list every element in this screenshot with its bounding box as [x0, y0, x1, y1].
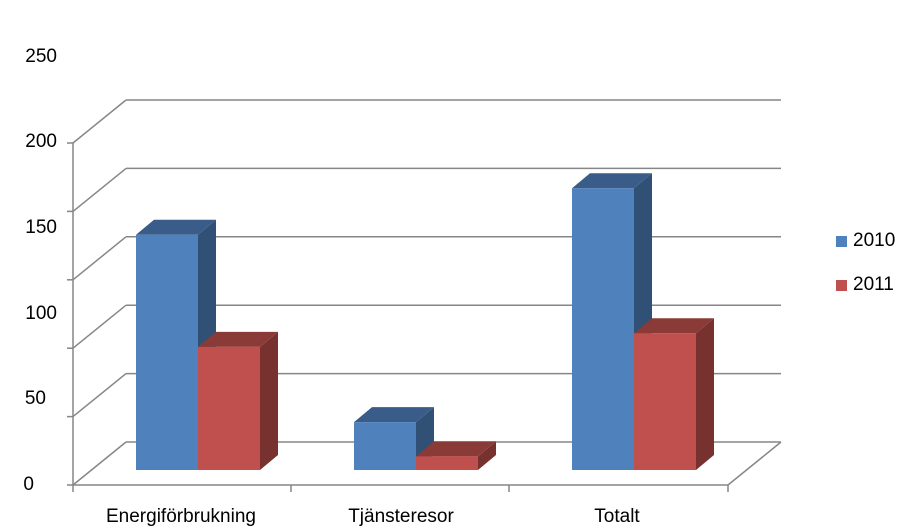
bar-top — [136, 219, 216, 235]
gridline-side — [72, 304, 127, 349]
x-category-label: Totalt — [594, 506, 640, 527]
gridline-side — [72, 236, 127, 281]
gridline-side — [72, 441, 127, 486]
bar-front — [572, 188, 634, 470]
x-category-label: Energiförbrukning — [106, 506, 256, 527]
y-tick-label: 50 — [25, 388, 46, 409]
bar-front — [634, 333, 696, 470]
bar-top — [572, 173, 652, 189]
y-tick-label: 250 — [25, 46, 57, 67]
y-tick-label: 200 — [25, 131, 57, 152]
bar-top — [354, 407, 434, 423]
bar-front — [354, 422, 416, 470]
bar-side — [478, 441, 496, 470]
bar-top — [416, 441, 496, 457]
axes — [67, 142, 729, 492]
bar-front — [416, 456, 478, 470]
y-tick-label: 0 — [23, 474, 34, 495]
bar-front — [136, 234, 198, 470]
gridline-side — [72, 99, 127, 144]
y-tick-labels: 0 50 100 150 200 250 — [23, 46, 57, 495]
legend-label: 2011 — [853, 274, 894, 295]
bar-2010-2 — [572, 173, 652, 470]
legend-label: 2010 — [853, 230, 896, 251]
x-category-label: Tjänsteresor — [348, 506, 454, 527]
y-tick-label: 100 — [25, 303, 57, 324]
bar-front — [198, 346, 260, 470]
bars — [136, 173, 714, 470]
legend-swatch — [836, 280, 847, 291]
bar-top — [634, 318, 714, 334]
bar-side — [696, 318, 714, 470]
y-tick-label: 150 — [25, 217, 57, 238]
bar-2011-2 — [634, 318, 714, 470]
x-category-labels: Energiförbrukning Tjänsteresor Totalt — [106, 506, 640, 527]
bar-2011-0 — [198, 331, 278, 470]
gridline-side — [72, 373, 127, 418]
legend-swatch — [836, 236, 847, 247]
bar-side — [260, 331, 278, 470]
bar-top — [198, 331, 278, 347]
gridline-side — [72, 167, 127, 212]
bar-2011-1 — [416, 441, 496, 470]
